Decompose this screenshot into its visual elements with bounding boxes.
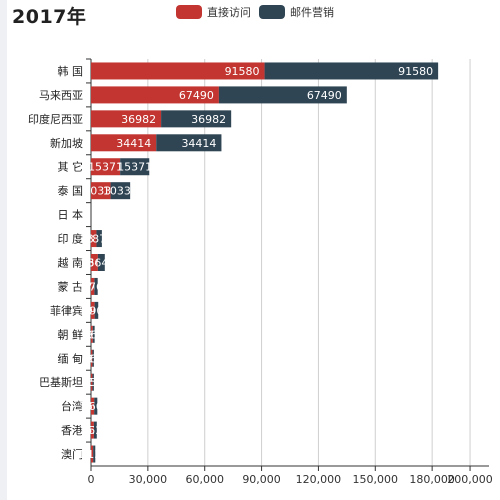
bar-data-label: 1765 [82, 280, 110, 293]
bar-data-label: 962 [83, 328, 104, 341]
y-category-label: 香港 [61, 424, 83, 437]
bar-segment[interactable] [91, 182, 111, 200]
legend-label-email: 邮件营销 [290, 6, 334, 19]
y-category-label: 台湾 [61, 399, 83, 413]
bar-segment[interactable] [91, 325, 93, 343]
chart-title: 2017年 [12, 6, 87, 28]
bar-segment[interactable] [218, 86, 347, 104]
y-category-label: 新加坡 [50, 136, 83, 150]
bar-data-label: 1526 [81, 424, 109, 437]
x-tick-label: 0 [88, 473, 95, 486]
y-category-label: 韩 国 [58, 64, 84, 78]
bar-data-label: 34414 [181, 137, 216, 150]
x-tick-label: 90,000 [242, 473, 281, 486]
bar-data-label: 10331 [83, 185, 118, 198]
legend: 直接访问 邮件营销 [176, 4, 342, 20]
bar-data-label: 1131 [80, 448, 108, 461]
bar-data-label: 1526 [78, 424, 106, 437]
bar-segment[interactable] [92, 325, 95, 343]
bar-data-label: 36982 [121, 113, 156, 126]
bar-segment[interactable] [91, 349, 93, 367]
bar-segment[interactable] [91, 134, 157, 152]
bar-segment[interactable] [161, 110, 232, 128]
x-tick-label: 60,000 [185, 473, 224, 486]
bar-data-label: 91580 [225, 65, 260, 78]
bar-segment[interactable] [91, 230, 97, 248]
bar-segment[interactable] [91, 445, 94, 463]
y-category-label: 越 南 [58, 256, 84, 270]
x-tick-label: 200,000 [447, 473, 493, 486]
y-category-label: 澳门 [61, 447, 83, 461]
bar-segment[interactable] [91, 373, 93, 391]
legend-swatch-email [259, 5, 285, 19]
y-category-label: 泰 国 [58, 184, 84, 198]
y-category-label: 蒙 古 [58, 280, 84, 293]
bar-data-label: 1909 [82, 304, 110, 317]
bar-segment[interactable] [93, 445, 96, 463]
bar-segment[interactable] [91, 277, 95, 295]
bar-segment[interactable] [92, 349, 94, 367]
bar-data-label: 762 [81, 352, 102, 365]
legend-item-email[interactable]: 邮件营销 [259, 4, 334, 20]
bar-segment[interactable] [264, 62, 439, 80]
bar-segment[interactable] [91, 397, 95, 415]
x-tick-label: 120,000 [296, 473, 342, 486]
bar-data-label: 3643 [87, 257, 115, 270]
y-category-label: 其 它 [58, 160, 84, 174]
bar-data-label: 1668 [79, 400, 107, 413]
bar-data-label: 1668 [82, 400, 110, 413]
bar-segment[interactable] [92, 373, 94, 391]
bar-data-label: 1765 [79, 280, 107, 293]
bar-segment[interactable] [93, 421, 97, 439]
y-category-label: 印 度 [58, 232, 84, 246]
x-tick-label: 180,000 [409, 473, 455, 486]
legend-item-direct[interactable]: 直接访问 [176, 4, 251, 20]
bar-segment[interactable] [97, 254, 105, 271]
bar-data-label: 67490 [179, 89, 214, 102]
bar-segment[interactable] [91, 254, 98, 271]
bar-data-label: 1909 [79, 304, 107, 317]
y-category-label: 日 本 [58, 208, 84, 222]
bar-data-label: 1131 [78, 448, 106, 461]
bar-segment[interactable] [110, 182, 131, 200]
legend-swatch-direct [176, 5, 202, 19]
y-category-label: 缅 甸 [58, 351, 84, 365]
x-tick-label: 30,000 [129, 473, 168, 486]
bar-data-label: 757 [81, 376, 102, 389]
y-category-label: 马来西亚 [39, 89, 83, 102]
bar-data-label: 91580 [398, 65, 433, 78]
bar-segment[interactable] [96, 230, 102, 248]
bar-segment[interactable] [94, 397, 98, 415]
y-category-label: 印度尼西亚 [28, 112, 83, 126]
bar-data-label: 67490 [307, 89, 342, 102]
bar-data-label: 15371 [117, 161, 152, 174]
legend-label-direct: 直接访问 [207, 6, 251, 19]
bar-segment[interactable] [156, 134, 222, 152]
bar-segment[interactable] [91, 158, 121, 176]
bar-segment[interactable] [91, 110, 162, 128]
bar-data-label: 34414 [116, 137, 151, 150]
bar-segment[interactable] [91, 86, 219, 104]
y-category-label: 朝 鲜 [58, 327, 84, 341]
bar-data-label: 36982 [191, 113, 226, 126]
x-tick-label: 150,000 [353, 473, 399, 486]
bar-data-label: 962 [81, 328, 102, 341]
bar-segment[interactable] [91, 62, 265, 80]
bar-segment[interactable] [94, 301, 99, 319]
bar-segment[interactable] [91, 301, 95, 319]
y-category-label: 菲律宾 [50, 303, 83, 317]
bar-segment[interactable] [94, 277, 98, 295]
bar-segment[interactable] [120, 158, 150, 176]
y-category-label: 巴基斯坦 [39, 375, 83, 389]
bar-segment[interactable] [91, 421, 94, 439]
bar-data-label: 762 [83, 352, 104, 365]
bar-data-label: 2871 [85, 233, 113, 246]
bar-data-label: 757 [83, 376, 104, 389]
left-edge-strip [0, 0, 7, 500]
bar-data-label: 15371 [88, 161, 123, 174]
bar-data-label: 10331 [103, 185, 138, 198]
